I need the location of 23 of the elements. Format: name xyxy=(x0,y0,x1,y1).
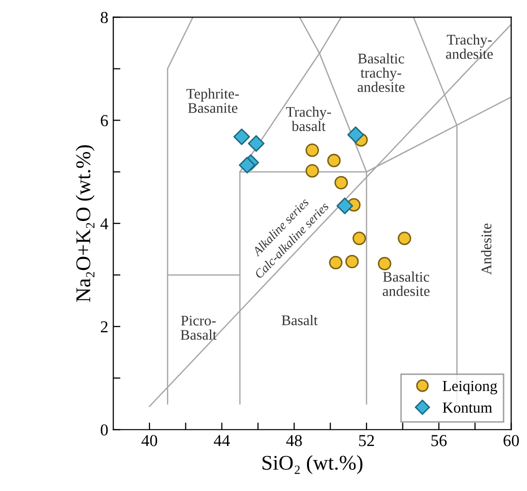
annotation: Basaltic trachy- andesite xyxy=(358,53,404,92)
y-tick-label: 8 xyxy=(100,12,108,24)
x-tick-label: 48 xyxy=(286,434,302,446)
legend-label: Kontum xyxy=(442,402,492,413)
x-tick-label: 60 xyxy=(504,434,519,446)
y-tick-label: 2 xyxy=(100,321,108,332)
annotation: Andesite xyxy=(481,224,492,275)
annotation: Basalt xyxy=(282,314,318,326)
annotation: Trachy- basalt xyxy=(286,106,331,132)
annotation: Basaltic andesite xyxy=(382,272,430,296)
y-tick-label: 0 xyxy=(100,424,108,436)
x-tick-label: 56 xyxy=(431,435,447,446)
annotation: Trachy- andesite xyxy=(446,34,493,59)
x-tick-label: 44 xyxy=(214,435,230,446)
y-tick-label: 4 xyxy=(100,218,108,230)
legend-label: Leiqiong xyxy=(442,380,498,394)
x-axis-title: SiO₂ (wt.%) xyxy=(262,455,362,474)
annotation: Picro- Basalt xyxy=(180,316,217,340)
annotation: Tephrite- Basanite xyxy=(186,88,239,113)
y-tick-label: 6 xyxy=(100,115,108,126)
y-axis-title: Na₂O+K₂O (wt.%) xyxy=(76,145,95,302)
x-tick-label: 40 xyxy=(141,434,158,446)
x-tick-label: 52 xyxy=(359,435,374,446)
